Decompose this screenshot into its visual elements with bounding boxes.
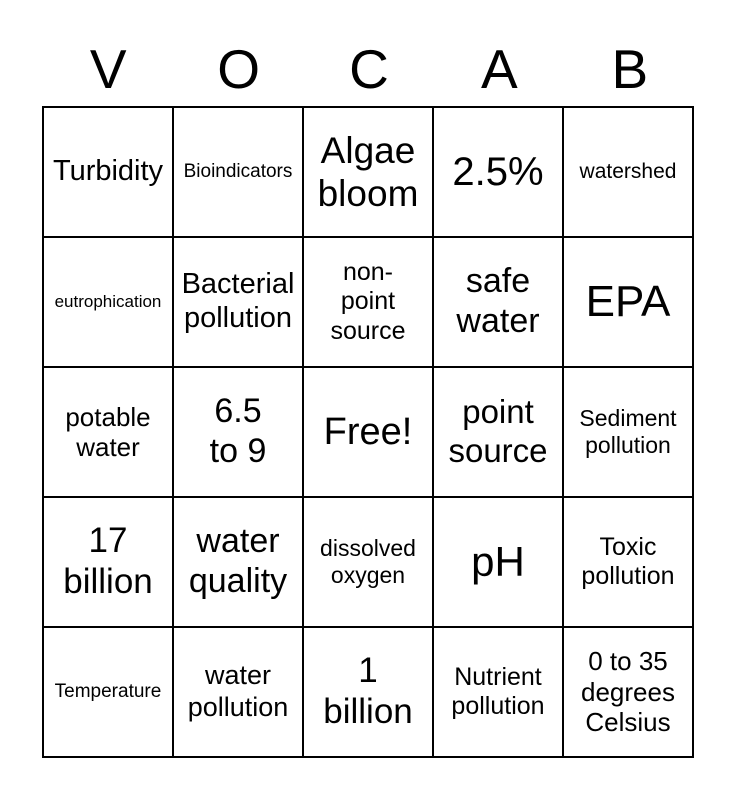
cell-text: Toxic pollution [581,532,675,590]
cell-text: potable water [65,401,151,462]
cell-text: non- point source [330,258,406,345]
cell-text: 2.5% [452,149,544,194]
cell-text: Bacterial pollution [181,268,295,334]
bingo-cell[interactable]: safe water [433,237,563,367]
cell-text: water pollution [187,660,289,722]
cell-text: water quality [188,522,288,600]
bingo-cell[interactable]: potable water [43,367,173,497]
bingo-cell[interactable]: non- point source [303,237,433,367]
bingo-cell[interactable]: eutrophication [43,237,173,367]
header-letter-v: V [89,38,127,100]
cell-text: Sediment pollution [579,405,677,458]
bingo-cell[interactable]: point source [433,367,563,497]
cell-text: EPA [585,277,671,327]
bingo-cell[interactable]: 2.5% [433,107,563,237]
bingo-cell[interactable]: 1 billion [303,627,433,757]
bingo-cell[interactable]: Turbidity [43,107,173,237]
bingo-cell[interactable]: Bioindicators [173,107,303,237]
bingo-cell[interactable]: 17 billion [43,497,173,627]
bingo-cell[interactable]: pH [433,497,563,627]
bingo-cell[interactable]: water quality [173,497,303,627]
header-letter-b: B [611,38,649,100]
cell-text: Temperature [54,680,162,702]
cell-text: 6.5 to 9 [209,392,267,470]
bingo-cell[interactable]: Toxic pollution [563,497,693,627]
cell-text: safe water [456,262,540,340]
cell-text: point source [448,393,548,469]
bingo-cell[interactable]: Algae bloom [303,107,433,237]
cell-text: dissolved oxygen [320,535,416,588]
bingo-cell[interactable]: Sediment pollution [563,367,693,497]
header-letter-c: C [349,38,389,100]
header-letter-a: A [481,38,518,100]
bingo-cell[interactable]: Temperature [43,627,173,757]
bingo-cell[interactable]: EPA [563,237,693,367]
bingo-header: V O C A B [43,42,695,97]
bingo-cell[interactable]: 6.5 to 9 [173,367,303,497]
cell-text: 17 billion [63,521,153,601]
cell-text: Nutrient pollution [451,662,545,720]
bingo-cell[interactable]: dissolved oxygen [303,497,433,627]
bingo-cell[interactable]: watershed [563,107,693,237]
bingo-cell-free[interactable]: Free! [303,367,433,497]
bingo-cell[interactable]: water pollution [173,627,303,757]
bingo-cell[interactable]: Bacterial pollution [173,237,303,367]
bingo-grid: Turbidity Bioindicators Algae bloom 2.5%… [42,106,694,758]
cell-text: Bioindicators [183,160,293,182]
cell-text: Turbidity [52,155,164,188]
cell-text: Algae bloom [317,129,419,214]
cell-text: 0 to 35 degrees Celsius [581,646,675,738]
cell-text: Free! [323,410,413,453]
header-letter-o: O [217,38,260,100]
cell-text: 1 billion [323,651,413,731]
cell-text: eutrophication [54,292,162,312]
bingo-cell[interactable]: Nutrient pollution [433,627,563,757]
cell-text: watershed [579,159,677,183]
cell-text: pH [471,538,525,586]
bingo-cell[interactable]: 0 to 35 degrees Celsius [563,627,693,757]
